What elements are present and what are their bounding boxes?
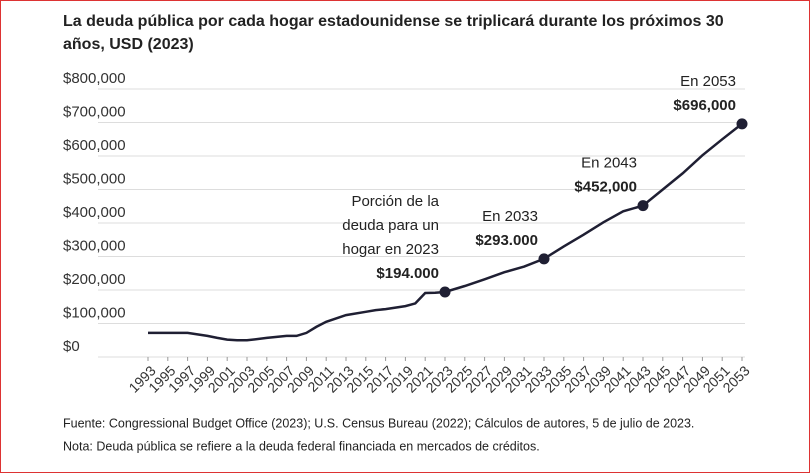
y-tick-label: $0 — [63, 338, 80, 355]
y-tick-label: $600,000 — [63, 137, 126, 154]
y-tick-label: $300,000 — [63, 237, 126, 254]
value-label: $293.000 — [475, 232, 538, 249]
y-tick-label: $700,000 — [63, 103, 126, 120]
y-tick-label: $800,000 — [63, 70, 126, 87]
annotation: Porción de la — [351, 193, 439, 210]
annotation: hogar en 2023 — [342, 241, 439, 258]
value-label: $452,000 — [574, 179, 637, 196]
point-marker — [439, 286, 451, 298]
value-label: $696,000 — [673, 97, 736, 114]
y-tick-label: $500,000 — [63, 170, 126, 187]
y-tick-label: $400,000 — [63, 204, 126, 221]
point-marker — [736, 118, 748, 130]
value-label: $194.000 — [376, 265, 439, 282]
note: Nota: Deuda pública se refiere a la deud… — [63, 439, 540, 453]
y-tick-label: $200,000 — [63, 271, 126, 288]
y-tick-label: $100,000 — [63, 304, 126, 321]
point-marker — [637, 200, 649, 212]
line — [148, 122, 743, 342]
chart-title: La deuda pública por cada hogar estadoun… — [63, 13, 724, 30]
point-marker — [538, 253, 550, 265]
annotation: En 2043 — [581, 155, 637, 172]
chart-title: años, USD (2023) — [63, 36, 194, 53]
annotation: deuda para un — [342, 217, 439, 234]
annotation: En 2033 — [482, 208, 538, 225]
annotation: En 2053 — [680, 73, 736, 90]
source: Fuente: Congressional Budget Office (202… — [63, 416, 694, 430]
